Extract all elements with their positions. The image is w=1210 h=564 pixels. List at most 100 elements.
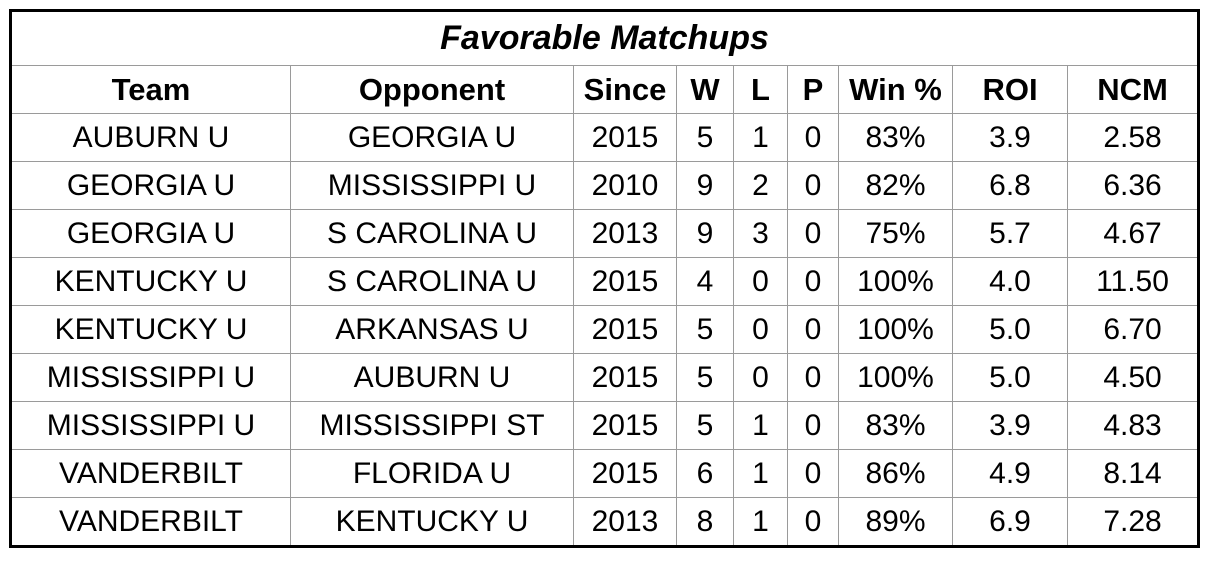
- cell: 0: [787, 401, 839, 450]
- cell: 7.28: [1066, 497, 1200, 547]
- cell: 2015: [573, 353, 677, 402]
- cell: 2015: [573, 449, 677, 498]
- column-header: NCM: [1066, 65, 1200, 114]
- cell: 0: [733, 353, 788, 402]
- cell: 83%: [838, 401, 953, 450]
- column-header: Win %: [838, 65, 953, 114]
- cell: GEORGIA U: [290, 113, 574, 162]
- cell: MISSISSIPPI U: [10, 401, 291, 450]
- cell: 5: [676, 113, 734, 162]
- header-row: Team Opponent Since W L P Win % ROI NCM: [10, 65, 1200, 114]
- cell: 89%: [838, 497, 953, 547]
- cell: 5: [676, 401, 734, 450]
- cell: 0: [787, 353, 839, 402]
- cell: MISSISSIPPI U: [10, 353, 291, 402]
- data-row: MISSISSIPPI U AUBURN U 2015 5 0 0 100% 5.0 4.50: [10, 353, 1200, 402]
- cell: 11.50: [1066, 257, 1200, 306]
- cell: 2013: [573, 209, 677, 258]
- cell: S CAROLINA U: [290, 209, 574, 258]
- cell: 2.58: [1066, 113, 1200, 162]
- cell: 6.36: [1066, 161, 1200, 210]
- title-row: Favorable Matchups: [9, 10, 1200, 66]
- cell: MISSISSIPPI ST: [290, 401, 574, 450]
- cell: 100%: [838, 353, 953, 402]
- cell: S CAROLINA U: [290, 257, 574, 306]
- cell: AUBURN U: [10, 113, 291, 162]
- cell: 8: [676, 497, 734, 547]
- cell: KENTUCKY U: [10, 257, 291, 306]
- cell: 1: [733, 113, 788, 162]
- cell: GEORGIA U: [10, 209, 291, 258]
- cell: 4.0: [952, 257, 1068, 306]
- cell: 6.70: [1066, 305, 1200, 354]
- cell: 3.9: [952, 113, 1068, 162]
- cell: KENTUCKY U: [290, 497, 574, 547]
- column-header: ROI: [952, 65, 1068, 114]
- cell: 2015: [573, 401, 677, 450]
- table-container: Favorable Matchups Team Opponent Since W L P W…: [9, 9, 1201, 548]
- cell: KENTUCKY U: [10, 305, 291, 354]
- cell: 0: [787, 209, 839, 258]
- cell: 6.9: [952, 497, 1068, 547]
- cell: 6.8: [952, 161, 1068, 210]
- cell: 4.9: [952, 449, 1068, 498]
- cell: 100%: [838, 257, 953, 306]
- cell: 0: [787, 113, 839, 162]
- cell: GEORGIA U: [10, 161, 291, 210]
- data-row: GEORGIA U MISSISSIPPI U 2010 9 2 0 82% 6.8 6.36: [10, 161, 1200, 210]
- cell: 82%: [838, 161, 953, 210]
- cell: AUBURN U: [290, 353, 574, 402]
- cell: 4: [676, 257, 734, 306]
- cell: 3.9: [952, 401, 1068, 450]
- cell: 6: [676, 449, 734, 498]
- cell: 86%: [838, 449, 953, 498]
- cell: VANDERBILT: [10, 497, 291, 547]
- cell: 8.14: [1066, 449, 1200, 498]
- column-header: Opponent: [290, 65, 574, 114]
- cell: 2015: [573, 113, 677, 162]
- cell: 9: [676, 209, 734, 258]
- cell: 2: [733, 161, 788, 210]
- cell: 2015: [573, 305, 677, 354]
- table-body: AUBURN U GEORGIA U 2015 5 1 0 83% 3.9 2.58 GEORGI…: [10, 113, 1200, 547]
- cell: 0: [733, 257, 788, 306]
- cell: 1: [733, 497, 788, 547]
- cell: 83%: [838, 113, 953, 162]
- cell: 4.67: [1066, 209, 1200, 258]
- cell: 4.50: [1066, 353, 1200, 402]
- cell: 5.7: [952, 209, 1068, 258]
- cell: 1: [733, 449, 788, 498]
- cell: 0: [787, 497, 839, 547]
- cell: 2015: [573, 257, 677, 306]
- cell: 100%: [838, 305, 953, 354]
- cell: 0: [787, 257, 839, 306]
- data-row: VANDERBILT FLORIDA U 2015 6 1 0 86% 4.9 8.14: [10, 449, 1200, 498]
- cell: 1: [733, 401, 788, 450]
- column-header: W: [676, 65, 734, 114]
- column-header: P: [787, 65, 839, 114]
- cell: 2013: [573, 497, 677, 547]
- matchups-table: Favorable Matchups Team Opponent Since W L P W…: [9, 9, 1201, 548]
- cell: 75%: [838, 209, 953, 258]
- cell: 5: [676, 353, 734, 402]
- cell: 5: [676, 305, 734, 354]
- cell: 2010: [573, 161, 677, 210]
- cell: 0: [787, 161, 839, 210]
- column-header: L: [733, 65, 788, 114]
- data-row: VANDERBILT KENTUCKY U 2013 8 1 0 89% 6.9 7.28: [10, 497, 1200, 547]
- cell: MISSISSIPPI U: [290, 161, 574, 210]
- data-row: AUBURN U GEORGIA U 2015 5 1 0 83% 3.9 2.58: [10, 113, 1200, 162]
- column-header: Since: [573, 65, 677, 114]
- cell: 0: [787, 305, 839, 354]
- column-header: Team: [10, 65, 291, 114]
- cell: 3: [733, 209, 788, 258]
- table-title: Favorable Matchups: [9, 10, 1200, 66]
- cell: 5.0: [952, 305, 1068, 354]
- cell: 5.0: [952, 353, 1068, 402]
- cell: 4.83: [1066, 401, 1200, 450]
- data-row: MISSISSIPPI U MISSISSIPPI ST 2015 5 1 0 83% 3.9…: [10, 401, 1200, 450]
- cell: 0: [787, 449, 839, 498]
